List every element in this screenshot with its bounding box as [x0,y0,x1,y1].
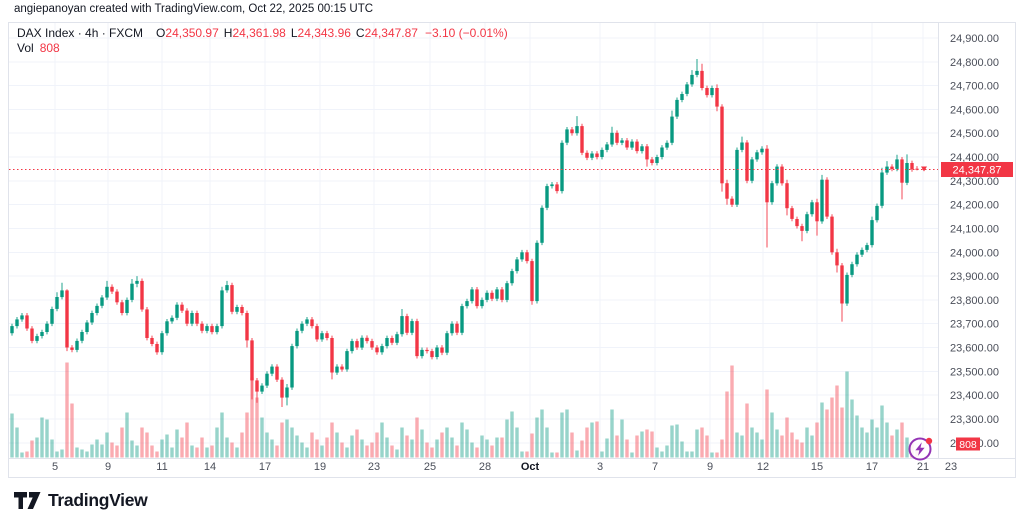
svg-text:23,900.00: 23,900.00 [950,271,999,283]
tradingview-logo-mark [14,492,41,509]
svg-text:23: 23 [945,461,957,473]
chart-panel: DAX Index · 4h · FXCM O24,350.97 H24,361.9… [8,22,1016,478]
svg-text:23,400.00: 23,400.00 [950,390,999,402]
svg-text:14: 14 [204,461,216,473]
svg-text:28: 28 [479,461,491,473]
svg-text:7: 7 [652,461,658,473]
svg-text:24,800.00: 24,800.00 [950,57,999,69]
high-value: 24,361.98 [232,26,286,40]
price-chart-canvas[interactable]: 24,900.00 24,800.00 24,700.00 24,600.00 24,5… [9,23,1015,477]
close-label: C [355,26,365,40]
notification-dot [925,437,933,445]
time-scale[interactable]: 5 9 11 14 17 19 23 25 28 Oct 3 7 9 12 15 17 21 23 [52,461,957,473]
svg-text:12: 12 [757,461,769,473]
legend-ohlc-row: DAX Index · 4h · FXCM O24,350.97 H24,361.9… [17,26,508,41]
symbol-title: DAX Index · 4h · FXCM [17,26,144,40]
svg-text:23,700.00: 23,700.00 [950,319,999,331]
close-value: 24,347.87 [364,26,418,40]
svg-text:21: 21 [917,461,929,473]
svg-text:15: 15 [811,461,823,473]
low-label: L [290,26,298,40]
axis-borders [9,23,1015,459]
flash-icon[interactable] [905,433,937,465]
attribution-text: angiepanoyan created with TradingView.co… [14,3,374,15]
price-scale[interactable]: 24,900.00 24,800.00 24,700.00 24,600.00 24,5… [950,33,999,450]
svg-text:5: 5 [52,461,58,473]
svg-text:23,600.00: 23,600.00 [950,343,999,355]
svg-text:17: 17 [866,461,878,473]
svg-text:19: 19 [314,461,326,473]
svg-text:23,300.00: 23,300.00 [950,414,999,426]
svg-text:11: 11 [156,461,167,473]
open-label: O [156,26,166,40]
svg-text:23,500.00: 23,500.00 [950,366,999,378]
current-volume-badge: 808 [956,437,980,451]
svg-text:Oct: Oct [521,461,540,473]
svg-text:24,500.00: 24,500.00 [950,128,999,140]
high-label: H [223,26,233,40]
low-value: 24,343.96 [297,26,351,40]
svg-text:24,000.00: 24,000.00 [950,247,999,259]
svg-text:808: 808 [959,439,977,451]
svg-text:25: 25 [424,461,436,473]
change-value: −3.10 (−0.01%) [424,26,508,40]
candlestick-series [10,59,919,407]
svg-text:24,300.00: 24,300.00 [950,176,999,188]
legend-volume-row: Vol 808 [17,41,508,56]
svg-text:9: 9 [707,461,713,473]
svg-text:23,800.00: 23,800.00 [950,295,999,307]
svg-text:24,100.00: 24,100.00 [950,224,999,236]
volume-series [10,362,919,458]
svg-text:24,700.00: 24,700.00 [950,81,999,93]
volume-label: Vol [17,41,34,55]
chart-legend[interactable]: DAX Index · 4h · FXCM O24,350.97 H24,361.9… [17,26,508,56]
svg-text:17: 17 [259,461,271,473]
open-value: 24,350.97 [165,26,219,40]
svg-text:9: 9 [105,461,111,473]
svg-text:24,347.87: 24,347.87 [953,165,1002,177]
lightning-glyph [915,442,925,456]
tradingview-logo[interactable]: TradingView [14,490,148,511]
svg-text:23: 23 [368,461,380,473]
last-price-marker [921,166,927,172]
grid [9,23,938,458]
svg-text:24,600.00: 24,600.00 [950,104,999,116]
current-price-badge: 24,347.87 [941,162,1013,177]
svg-text:24,400.00: 24,400.00 [950,152,999,164]
svg-text:24,900.00: 24,900.00 [950,33,999,45]
tradingview-logo-text: TradingView [48,490,148,510]
volume-value: 808 [39,41,60,55]
svg-text:3: 3 [597,461,603,473]
svg-text:24,200.00: 24,200.00 [950,200,999,212]
